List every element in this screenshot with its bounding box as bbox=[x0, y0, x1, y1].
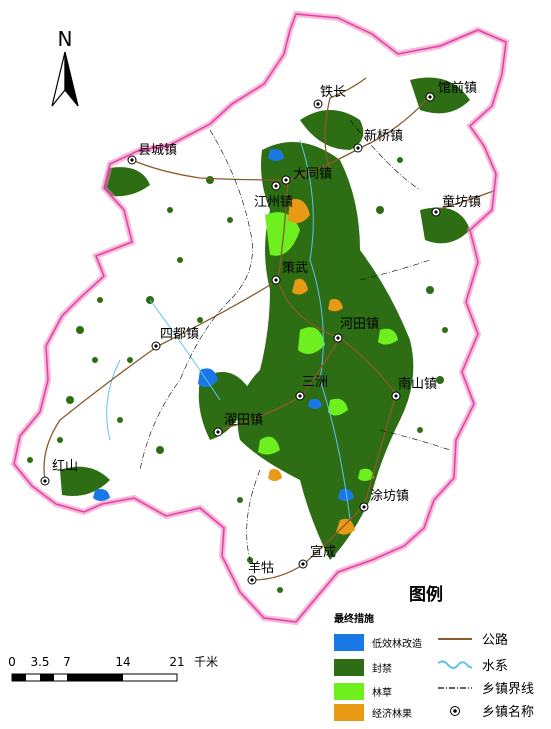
town-label: 宣成 bbox=[310, 544, 336, 560]
town-hongshan[interactable]: 红山 bbox=[40, 458, 78, 486]
scale-bar: 0 3.5 7 14 21 千米 bbox=[8, 655, 218, 682]
legend-label: 乡镇名称 bbox=[482, 705, 535, 720]
legend-label: 封禁 bbox=[372, 664, 392, 675]
scale-tick-label: 7 bbox=[63, 655, 71, 669]
town-guanqian[interactable]: 馆前镇 bbox=[425, 80, 477, 102]
legend-item-road: 公路 bbox=[436, 629, 508, 648]
legend-label: 经济林果 bbox=[372, 709, 412, 720]
town-label: 南山镇 bbox=[398, 376, 437, 392]
legend-swatch bbox=[334, 704, 364, 721]
town-point-icon bbox=[450, 705, 460, 716]
township-boundaries bbox=[139, 119, 451, 561]
town-label: 大同镇 bbox=[293, 167, 332, 182]
boundary-dashdot-icon bbox=[438, 686, 472, 689]
legend-item-diffuse: 低效林改造 bbox=[334, 634, 422, 651]
town-label: 馆前镇 bbox=[438, 80, 477, 96]
town-label: 铁长 bbox=[320, 85, 346, 100]
town-tufang[interactable]: 涂坊镇 bbox=[359, 488, 409, 512]
scale-unit: 千米 bbox=[194, 655, 218, 669]
legend-subtitle: 最终措施 bbox=[334, 614, 374, 625]
legend-item-jingji: 经济林果 bbox=[334, 704, 412, 721]
legend-item-lincao: 林草 bbox=[334, 683, 392, 700]
scale-tick-label: 21 bbox=[169, 655, 184, 669]
scale-tick-label: 14 bbox=[115, 655, 130, 669]
town-markers: 馆前镇 铁长 新桥镇 县城镇 大同镇 江州镇 童坊镇 策武 bbox=[40, 80, 481, 585]
county-area bbox=[14, 14, 506, 622]
legend-label: 乡镇界线 bbox=[482, 682, 535, 697]
town-yanggu[interactable]: 羊牯 bbox=[247, 560, 274, 585]
town-cewu[interactable]: 策武 bbox=[271, 260, 308, 285]
town-nanshan[interactable]: 南山镇 bbox=[391, 376, 437, 401]
legend-item-town: 乡镇名称 bbox=[436, 701, 534, 720]
town-label: 河田镇 bbox=[340, 317, 379, 332]
town-xuancheng[interactable]: 宣成 bbox=[298, 544, 336, 569]
town-tongfang[interactable]: 童坊镇 bbox=[431, 194, 481, 217]
legend-swatch bbox=[334, 659, 364, 676]
legend-label: 林草 bbox=[372, 688, 392, 699]
town-sidu[interactable]: 四都镇 bbox=[151, 327, 199, 351]
legend-item-boundary: 乡镇界线 bbox=[436, 678, 534, 697]
measure-fengjin-specks bbox=[27, 157, 448, 593]
legend-title: 图例 bbox=[409, 585, 443, 605]
legend-item-water: 水系 bbox=[436, 655, 508, 674]
measure-jingji-areas bbox=[268, 199, 355, 535]
town-xinqiao[interactable]: 新桥镇 bbox=[353, 128, 403, 153]
road-line-icon bbox=[438, 637, 472, 640]
town-hetian[interactable]: 河田镇 bbox=[333, 317, 379, 343]
town-tiechang[interactable]: 铁长 bbox=[313, 85, 346, 109]
town-label: 红山 bbox=[52, 458, 78, 474]
legend-swatch bbox=[334, 683, 364, 700]
town-label: 县城镇 bbox=[138, 143, 177, 158]
town-label: 江州镇 bbox=[254, 195, 293, 210]
town-label: 三洲 bbox=[302, 375, 328, 390]
water-system bbox=[106, 139, 351, 521]
town-label: 濯田镇 bbox=[224, 413, 263, 428]
legend-swatch bbox=[334, 634, 364, 651]
town-datong[interactable]: 大同镇 bbox=[281, 167, 332, 185]
north-arrow-icon: N bbox=[51, 28, 79, 107]
measure-diffuse-areas bbox=[93, 149, 354, 501]
north-label: N bbox=[58, 28, 73, 51]
town-sanzhou[interactable]: 三洲 bbox=[295, 375, 328, 401]
town-label: 涂坊镇 bbox=[370, 488, 409, 504]
town-zhuotian[interactable]: 濯田镇 bbox=[213, 413, 263, 437]
legend-label: 低效林改造 bbox=[372, 639, 422, 650]
town-label: 羊牯 bbox=[248, 560, 274, 576]
town-label: 策武 bbox=[282, 260, 308, 276]
town-label: 新桥镇 bbox=[364, 128, 403, 144]
town-jiangzhou[interactable]: 江州镇 bbox=[254, 181, 293, 210]
legend-item-fengjin: 封禁 bbox=[334, 659, 392, 676]
town-xiancheng[interactable]: 县城镇 bbox=[127, 143, 177, 165]
legend-label: 公路 bbox=[482, 633, 509, 648]
legend-label: 水系 bbox=[482, 659, 509, 674]
river-line-icon bbox=[437, 659, 473, 669]
scale-tick-label: 0 bbox=[8, 655, 16, 669]
town-label: 童坊镇 bbox=[442, 194, 481, 210]
scale-tick-label: 3.5 bbox=[30, 655, 49, 669]
measure-lincao-areas bbox=[258, 212, 398, 481]
town-label: 四都镇 bbox=[160, 327, 199, 342]
